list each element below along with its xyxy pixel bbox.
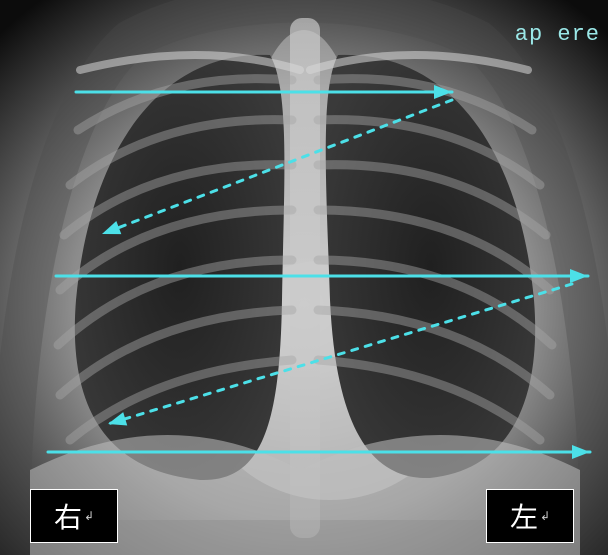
return-mark-icon: ↲ — [540, 509, 550, 523]
side-marker-left: 左 ↲ — [486, 489, 574, 543]
projection-label: ap ere — [515, 22, 600, 47]
return-mark-icon: ↲ — [84, 509, 94, 523]
side-marker-left-text: 左 — [510, 496, 538, 536]
side-marker-right-text: 右 — [54, 496, 82, 536]
chest-xray-background — [0, 0, 608, 555]
side-marker-right: 右 ↲ — [30, 489, 118, 543]
